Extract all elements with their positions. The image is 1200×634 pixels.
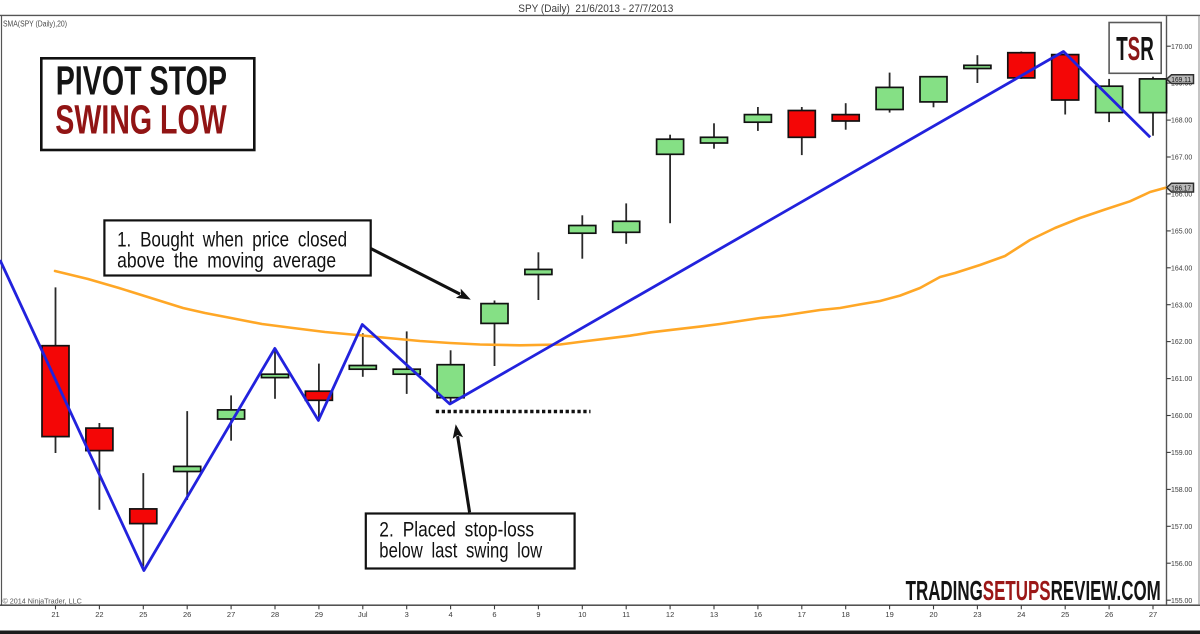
svg-text:159.00: 159.00 (1171, 448, 1192, 457)
svg-text:20: 20 (929, 610, 937, 619)
svg-text:TSR: TSR (1116, 30, 1154, 67)
svg-text:170.00: 170.00 (1171, 42, 1192, 51)
svg-text:25: 25 (1061, 610, 1069, 619)
svg-text:25: 25 (139, 610, 147, 619)
svg-text:155.00: 155.00 (1171, 596, 1192, 605)
svg-text:19: 19 (885, 610, 893, 619)
svg-text:164.00: 164.00 (1171, 263, 1192, 272)
svg-text:22: 22 (95, 610, 103, 619)
svg-text:169.11: 169.11 (1171, 75, 1191, 84)
svg-text:SMA(SPY (Daily),20): SMA(SPY (Daily),20) (3, 19, 67, 28)
svg-text:12: 12 (666, 610, 674, 619)
svg-text:168.00: 168.00 (1171, 116, 1192, 125)
svg-text:165.00: 165.00 (1171, 227, 1192, 236)
svg-text:17: 17 (798, 610, 806, 619)
svg-text:18: 18 (842, 610, 850, 619)
svg-text:21: 21 (51, 610, 59, 619)
svg-text:163.00: 163.00 (1171, 300, 1192, 309)
svg-text:4: 4 (449, 610, 453, 619)
svg-text:© 2014 NinjaTrader, LLC: © 2014 NinjaTrader, LLC (3, 596, 82, 605)
svg-text:below last swing low: below last swing low (379, 539, 543, 562)
svg-text:162.00: 162.00 (1171, 337, 1192, 346)
svg-text:160.00: 160.00 (1171, 411, 1192, 420)
svg-text:Jul: Jul (358, 610, 368, 619)
svg-text:above the moving average: above the moving average (117, 249, 336, 272)
svg-text:158.00: 158.00 (1171, 485, 1192, 494)
svg-text:29: 29 (315, 610, 323, 619)
svg-text:2. Placed stop-loss: 2. Placed stop-loss (379, 519, 534, 542)
svg-text:166.17: 166.17 (1171, 183, 1191, 192)
svg-text:27: 27 (227, 610, 235, 619)
svg-text:156.00: 156.00 (1171, 559, 1192, 568)
svg-text:167.00: 167.00 (1171, 153, 1192, 162)
svg-text:28: 28 (271, 610, 279, 619)
svg-text:6: 6 (492, 610, 496, 619)
svg-text:157.00: 157.00 (1171, 522, 1192, 531)
svg-text:9: 9 (536, 610, 540, 619)
svg-text:SPY (Daily) 21/6/2013 - 27/7/: SPY (Daily) 21/6/2013 - 27/7/2013 (518, 3, 673, 15)
svg-text:3: 3 (405, 610, 409, 619)
svg-text:TRADINGSETUPSREVIEW.COM: TRADINGSETUPSREVIEW.COM (906, 575, 1161, 606)
svg-text:16: 16 (754, 610, 762, 619)
svg-text:11: 11 (622, 610, 630, 619)
svg-text:1. Bought when price closed: 1. Bought when price closed (117, 228, 347, 251)
svg-text:24: 24 (1017, 610, 1025, 619)
svg-text:10: 10 (578, 610, 586, 619)
svg-text:27: 27 (1149, 610, 1157, 619)
svg-text:PIVOT STOP: PIVOT STOP (56, 57, 227, 103)
svg-text:SWING LOW: SWING LOW (55, 96, 227, 142)
svg-text:13: 13 (710, 610, 718, 619)
svg-text:26: 26 (1105, 610, 1113, 619)
svg-text:161.00: 161.00 (1171, 374, 1192, 383)
svg-text:26: 26 (183, 610, 191, 619)
svg-text:166.00: 166.00 (1171, 190, 1192, 199)
svg-text:23: 23 (973, 610, 981, 619)
